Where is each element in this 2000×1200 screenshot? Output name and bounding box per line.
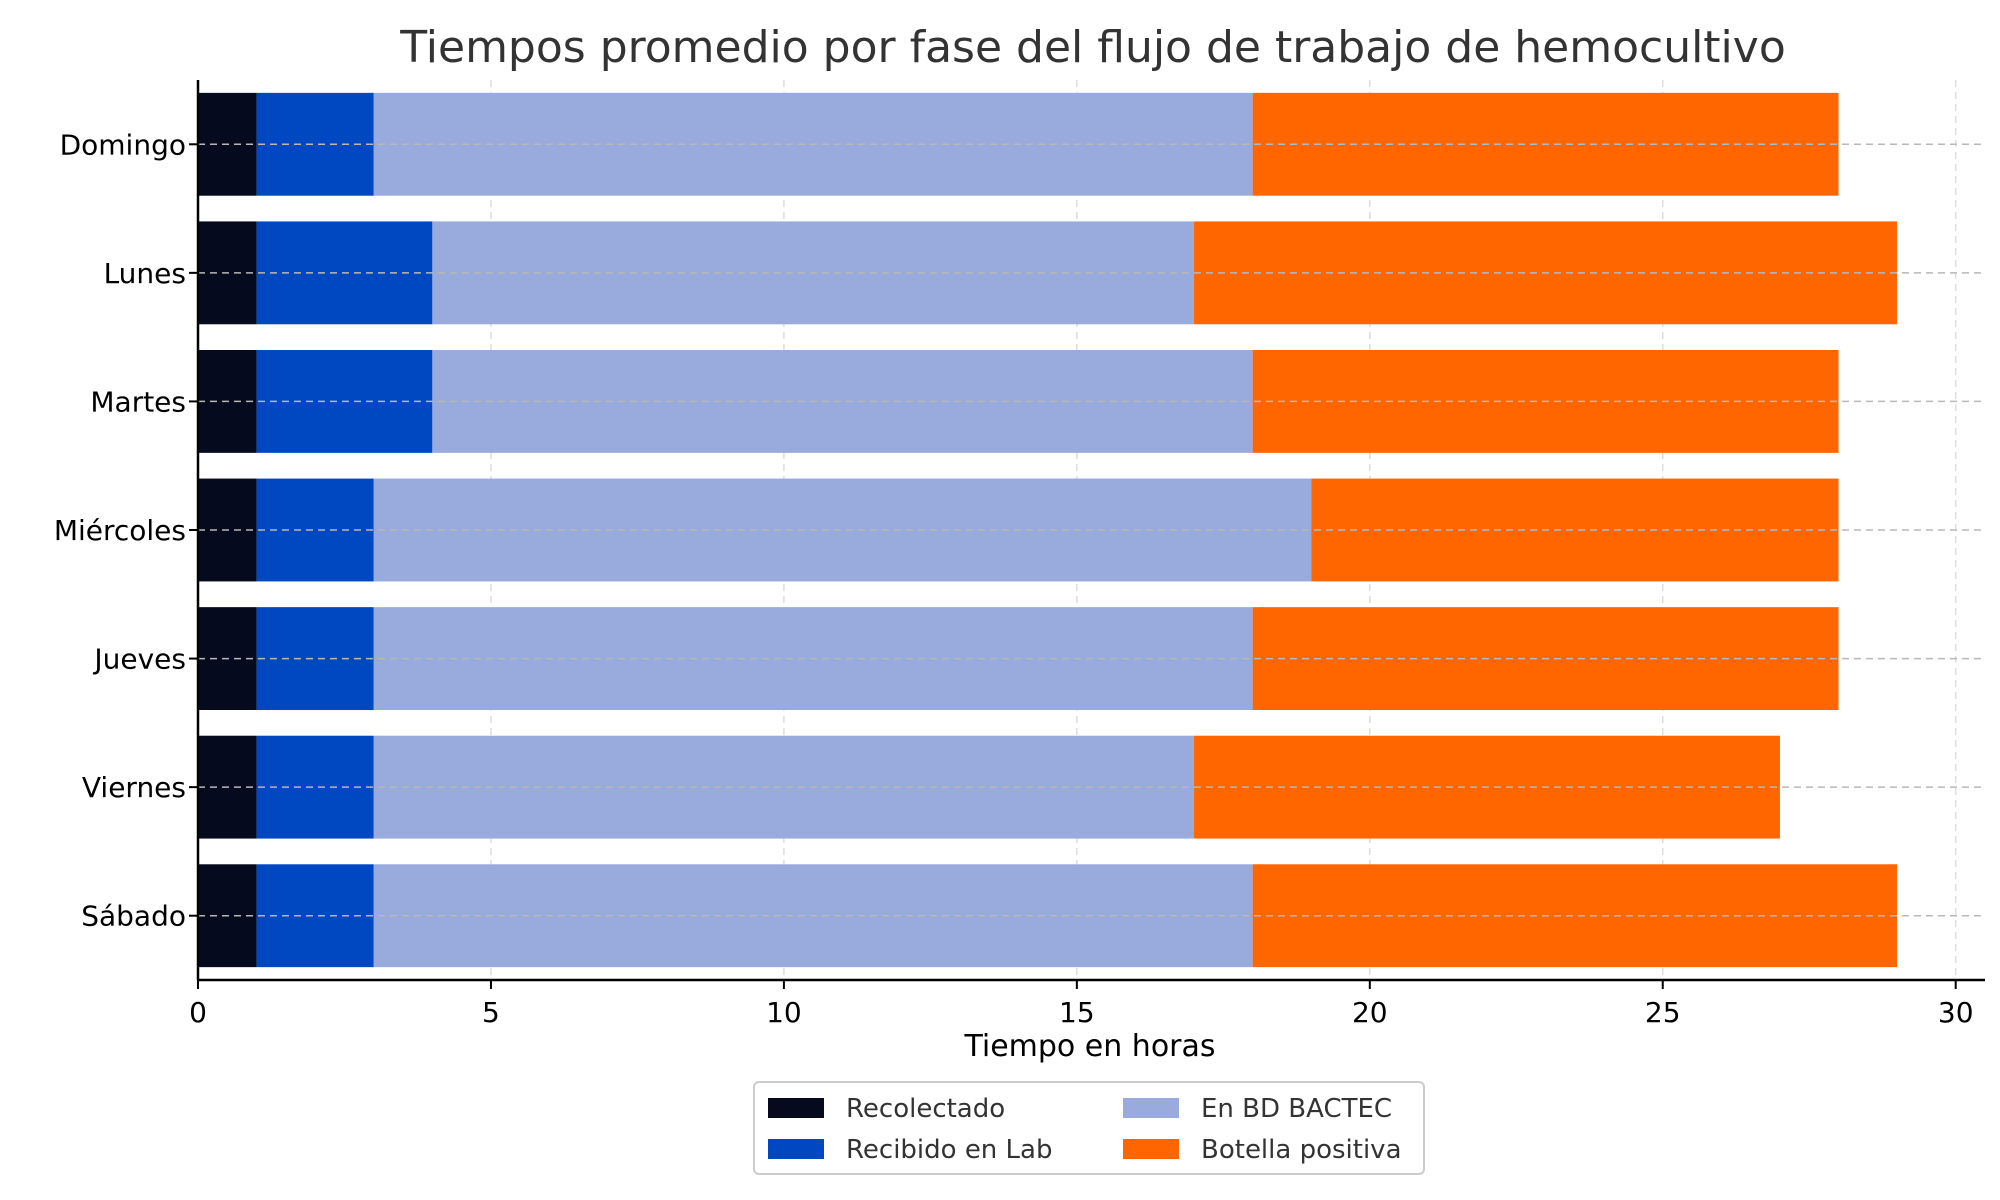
bar-segment <box>373 735 1195 839</box>
y-tick-label: Miércoles <box>54 514 186 547</box>
x-tick-label: 0 <box>189 996 207 1029</box>
x-tick-label: 15 <box>1059 996 1095 1029</box>
y-tick-label: Martes <box>90 385 186 418</box>
x-tick-label: 30 <box>1938 996 1974 1029</box>
legend-label: Recolectado <box>846 1094 1005 1124</box>
legend-swatch <box>768 1139 824 1159</box>
chart-title: Tiempos promedio por fase del flujo de t… <box>399 22 1785 73</box>
y-tick-label: Viernes <box>82 771 186 804</box>
x-tick-label: 25 <box>1645 996 1681 1029</box>
y-tick-label: Lunes <box>104 257 186 290</box>
bar-segment <box>1252 864 1898 968</box>
legend: Recolectado Recibido en Lab En BD BACTEC Bo… <box>753 1081 1425 1175</box>
legend-frame <box>753 1081 1425 1175</box>
x-axis-label: Tiempo en horas <box>963 1029 1215 1064</box>
bar-segment <box>373 478 1312 582</box>
y-tick-label: Sábado <box>81 900 186 933</box>
legend-swatch <box>1123 1098 1179 1118</box>
legend-label: En BD BACTEC <box>1201 1094 1392 1124</box>
bar-segment <box>432 350 1253 453</box>
legend-label: Recibido en Lab <box>846 1135 1052 1165</box>
tick-labels: 0 5 10 15 20 25 30 Domingo Lunes Martes Miércoles J… <box>54 128 1974 1029</box>
legend-swatch <box>1123 1139 1179 1159</box>
legend-swatch <box>768 1098 824 1118</box>
axes <box>189 80 1985 989</box>
x-tick-label: 5 <box>482 996 500 1029</box>
x-tick-label: 10 <box>766 996 802 1029</box>
y-tick-label: Jueves <box>92 643 186 676</box>
y-tick-label: Domingo <box>60 128 186 161</box>
x-tick-label: 20 <box>1352 996 1388 1029</box>
legend-label: Botella positiva <box>1201 1135 1402 1165</box>
bars <box>198 92 1985 968</box>
